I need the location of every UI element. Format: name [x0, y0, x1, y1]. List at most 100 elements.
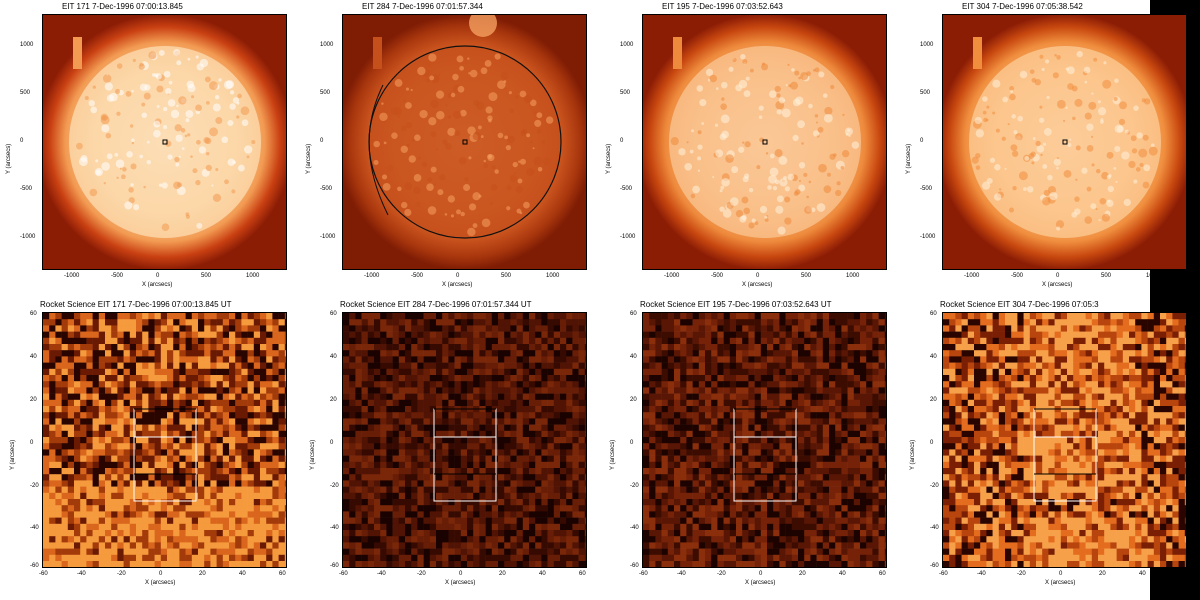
x-tick-label: 0 [156, 273, 160, 279]
x-tick-label: -60 [639, 571, 648, 577]
x-tick-label: 500 [501, 273, 512, 279]
x-tick-label: 60 [579, 571, 586, 577]
y-tick-label: -20 [630, 483, 639, 489]
y-tick-label: -1000 [320, 234, 336, 240]
x-tick-label: 0 [759, 571, 763, 577]
y-tick-label: 500 [620, 90, 631, 96]
y-tick-label: -60 [330, 563, 339, 569]
zoom-image [342, 312, 587, 568]
full-disk-title: EIT 284 7-Dec-1996 07:01:57.344 [362, 2, 483, 11]
y-tick-label: 20 [30, 397, 37, 403]
x-tick-label: -500 [711, 273, 724, 279]
x-tick-label: 1000 [846, 273, 860, 279]
x-tick-label: -40 [977, 571, 986, 577]
x-tick-label: -1000 [64, 273, 80, 279]
x-tick-label: -1000 [964, 273, 980, 279]
y-axis-label: Y (arcsecs) [606, 143, 612, 174]
y-tick-label: 0 [930, 440, 934, 446]
y-tick-label: -20 [30, 483, 39, 489]
x-tick-label: -20 [717, 571, 726, 577]
x-tick-label: 1000 [246, 273, 260, 279]
y-tick-label: -60 [630, 563, 639, 569]
x-tick-label: -500 [1011, 273, 1024, 279]
y-tick-label: 40 [330, 354, 337, 360]
x-tick-label: -20 [417, 571, 426, 577]
x-tick-label: 0 [459, 571, 463, 577]
y-tick-label: -40 [630, 525, 639, 531]
x-axis-label: X (arcsecs) [142, 282, 173, 288]
x-tick-label: -20 [117, 571, 126, 577]
x-tick-label: 60 [279, 571, 286, 577]
y-tick-label: -20 [930, 483, 939, 489]
y-tick-label: -40 [930, 525, 939, 531]
y-tick-label: -40 [30, 525, 39, 531]
x-tick-label: 0 [456, 273, 460, 279]
y-tick-label: 1000 [920, 42, 934, 48]
y-tick-label: -40 [330, 525, 339, 531]
y-tick-label: 60 [930, 311, 937, 317]
x-tick-label: 500 [1101, 273, 1112, 279]
x-tick-label: -500 [411, 273, 424, 279]
y-tick-label: 20 [630, 397, 637, 403]
x-tick-label: 1000 [546, 273, 560, 279]
x-tick-label: -60 [939, 571, 948, 577]
y-tick-label: 0 [30, 440, 34, 446]
x-axis-label: X (arcsecs) [1042, 282, 1073, 288]
zoom-title: Rocket Science EIT 284 7-Dec-1996 07:01:… [340, 300, 532, 309]
x-tick-label: -500 [111, 273, 124, 279]
x-tick-label: 40 [1139, 571, 1146, 577]
y-tick-label: -60 [930, 563, 939, 569]
zoom-image [642, 312, 887, 568]
x-tick-label: -1000 [364, 273, 380, 279]
x-tick-label: -1000 [664, 273, 680, 279]
y-axis-label: Y (arcsecs) [6, 143, 12, 174]
x-tick-label: 0 [1059, 571, 1063, 577]
y-tick-label: -500 [620, 186, 633, 192]
y-axis-label: Y (arcsecs) [10, 439, 16, 470]
y-tick-label: 0 [20, 138, 24, 144]
full-disk-title: EIT 304 7-Dec-1996 07:05:38.542 [962, 2, 1083, 11]
zoom-title: Rocket Science EIT 304 7-Dec-1996 07:05:… [940, 300, 1099, 309]
x-tick-label: 40 [839, 571, 846, 577]
y-tick-label: 0 [620, 138, 624, 144]
y-tick-label: 1000 [20, 42, 34, 48]
y-tick-label: 500 [320, 90, 331, 96]
y-tick-label: 0 [320, 138, 324, 144]
x-tick-label: -40 [77, 571, 86, 577]
y-tick-label: 60 [30, 311, 37, 317]
full-disk-image [42, 14, 287, 270]
y-tick-label: 40 [630, 354, 637, 360]
zoom-title: Rocket Science EIT 171 7-Dec-1996 07:00:… [40, 300, 232, 309]
full-disk-image [642, 14, 887, 270]
y-axis-label: Y (arcsecs) [310, 439, 316, 470]
x-tick-label: 0 [159, 571, 163, 577]
y-axis-label: Y (arcsecs) [306, 143, 312, 174]
x-tick-label: 20 [199, 571, 206, 577]
y-tick-label: 60 [630, 311, 637, 317]
y-tick-label: 0 [920, 138, 924, 144]
y-tick-label: 40 [30, 354, 37, 360]
full-disk-image [942, 14, 1187, 270]
y-tick-label: 20 [930, 397, 937, 403]
y-tick-label: 1000 [620, 42, 634, 48]
x-tick-label: 20 [1099, 571, 1106, 577]
y-tick-label: 500 [20, 90, 31, 96]
x-axis-label: X (arcsecs) [742, 282, 773, 288]
x-tick-label: -60 [39, 571, 48, 577]
zoom-title: Rocket Science EIT 195 7-Dec-1996 07:03:… [640, 300, 832, 309]
y-tick-label: -500 [20, 186, 33, 192]
y-tick-label: -500 [920, 186, 933, 192]
x-tick-label: -60 [339, 571, 348, 577]
y-axis-label: Y (arcsecs) [906, 143, 912, 174]
y-tick-label: -500 [320, 186, 333, 192]
x-axis-label: X (arcsecs) [1045, 580, 1076, 586]
x-axis-label: X (arcsecs) [442, 282, 473, 288]
full-disk-image [342, 14, 587, 270]
y-tick-label: -1000 [620, 234, 636, 240]
x-tick-label: -40 [677, 571, 686, 577]
x-tick-label: 500 [801, 273, 812, 279]
y-tick-label: 40 [930, 354, 937, 360]
x-axis-label: X (arcsecs) [445, 580, 476, 586]
y-tick-label: 60 [330, 311, 337, 317]
x-tick-label: 0 [1056, 273, 1060, 279]
